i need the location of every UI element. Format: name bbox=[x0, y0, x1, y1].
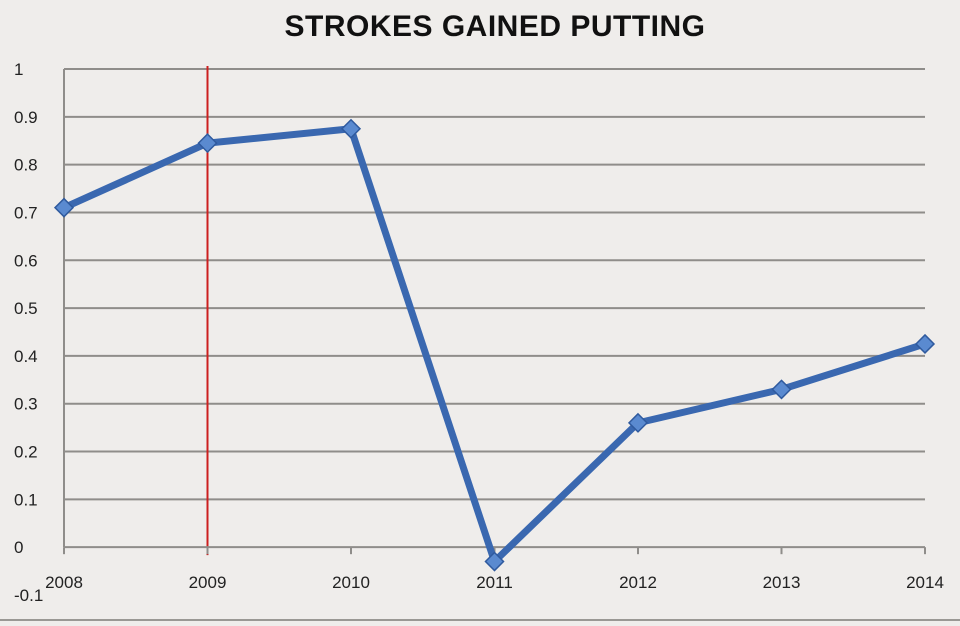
data-point-2012 bbox=[627, 412, 649, 433]
x-tick-label: 2012 bbox=[619, 573, 657, 592]
y-tick-label: -0.1 bbox=[14, 586, 43, 605]
data-point-2013 bbox=[771, 379, 792, 400]
data-point-2014 bbox=[914, 333, 936, 355]
data-point-2008 bbox=[53, 197, 75, 218]
x-tick-label: 2014 bbox=[906, 573, 944, 592]
y-tick-label: 0.6 bbox=[14, 251, 38, 270]
y-tick-label: 0.2 bbox=[14, 443, 38, 462]
data-point-2011 bbox=[484, 551, 505, 572]
x-tick-label: 2009 bbox=[189, 573, 227, 592]
y-tick-label: 0 bbox=[14, 538, 23, 557]
bottom-divider bbox=[0, 619, 960, 621]
y-tick-label: 0.8 bbox=[14, 156, 38, 175]
y-tick-label: 0.3 bbox=[14, 395, 38, 414]
y-tick-label: 0.9 bbox=[14, 108, 38, 127]
y-tick-label: 0.7 bbox=[14, 203, 38, 222]
chart-title: STROKES GAINED PUTTING bbox=[284, 10, 706, 43]
x-tick-label: 2008 bbox=[45, 573, 83, 592]
y-tick-label: 0.4 bbox=[14, 347, 38, 366]
series-line bbox=[60, 125, 929, 566]
x-tick-label: 2010 bbox=[332, 573, 370, 592]
y-tick-label: 0.1 bbox=[14, 490, 38, 509]
x-tick-label: 2013 bbox=[763, 573, 801, 592]
data-point-2009 bbox=[197, 133, 218, 154]
y-tick-label: 1 bbox=[14, 60, 23, 79]
data-point-2010 bbox=[340, 118, 362, 139]
x-tick-label: 2011 bbox=[476, 573, 513, 592]
y-tick-label: 0.5 bbox=[14, 299, 38, 318]
